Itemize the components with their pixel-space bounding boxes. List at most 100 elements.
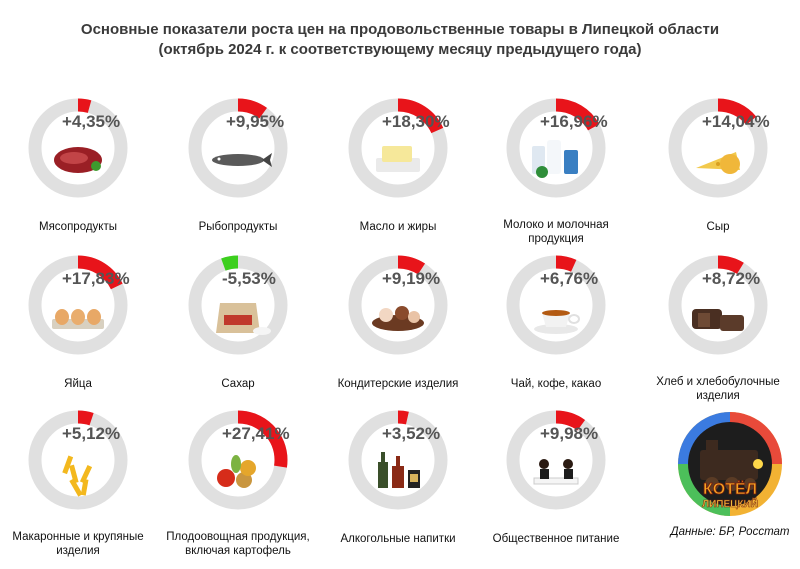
category-label-line: Плодоовощная продукция, [166,531,310,543]
donut-arc [188,410,288,510]
donut-item: +9,19% [318,225,478,385]
donut-item: +9,98% [476,380,636,540]
category-label: Сыр [638,220,798,234]
donut-ring [348,255,448,355]
donut-item: +18,30% [318,68,478,228]
category-label-line: Масло и жиры [359,221,437,233]
pastry-icon [372,306,424,331]
donut-ring [506,255,606,355]
category-label: Мясопродукты [0,220,158,234]
value-label: +18,30% [382,112,450,131]
category-label: Макаронные и крупяные изделия [0,530,158,558]
donut-arc [348,98,448,198]
donut-ring [668,255,768,355]
value-label: +9,95% [226,112,285,131]
value-label: +5,12% [62,424,121,443]
category-label: Рыбопродукты [158,220,318,234]
data-source: Данные: БР, Росстат [670,526,790,538]
category-label: Общественное питание [476,532,636,546]
category-label-line: Яйца [64,378,92,390]
donut-item: +8,72% [638,225,798,385]
donut-ring [28,255,128,355]
donut-ring [28,98,128,198]
category-label: Хлеб и хлебобулочные изделия [638,375,798,403]
category-label-line: Чай, кофе, какао [510,378,602,390]
donut-ring [348,410,448,510]
donut-arc [188,255,288,355]
category-label-line: Рыбопродукты [198,221,278,233]
title-line-1: Основные показатели роста цен на продово… [80,21,720,38]
category-label-line: продукция [528,233,584,245]
donut-item: +4,35% [0,68,158,228]
category-label-line: Сыр [706,221,730,233]
category-label: Масло и жиры [318,220,478,234]
restaurant-icon [533,459,579,485]
donut-ring [506,98,606,198]
kotel-lipetsk-logo: КОТЁЛ ЛИПЕЦКИЙ [678,412,782,516]
category-label-line: Сахар [221,378,255,390]
donut-arc [28,410,128,510]
bread-icon [692,309,744,331]
donut-arc [506,255,606,355]
vegetables-icon [217,455,256,488]
cheese-icon [696,152,740,174]
donut-ring [506,410,606,510]
donut-arc [506,98,606,198]
category-label: Сахар [158,377,318,391]
sugar-sack-icon [216,303,271,335]
category-label-line: Кондитерские изделия [337,378,459,390]
category-label-line: Хлеб и хлебобулочные [656,376,780,388]
donut-ring [348,98,448,198]
category-label: Молоко и молочная продукция [476,218,636,246]
chart-title: Основные показатели роста цен на продово… [0,20,800,60]
category-label-line: включая картофель [185,545,291,557]
donut-item: +9,95% [158,68,318,228]
donut-item: +16,96% [476,68,636,228]
donut-arc [668,98,768,198]
category-label-line: Макаронные и крупяные [12,531,144,543]
value-label: +3,52% [382,424,441,443]
category-label-line: изделия [56,545,100,557]
eggs-icon [52,309,104,329]
donut-ring [188,410,288,510]
donut-item: +17,83% [0,225,158,385]
category-label: Алкогольные напитки [318,532,478,546]
donut-ring [28,410,128,510]
category-label: Кондитерские изделия [318,377,478,391]
donut-arc [28,255,128,355]
category-label-line: Молоко и молочная [503,219,609,231]
value-label: +9,98% [540,424,599,443]
value-label: +9,19% [382,269,441,288]
category-label-line: Мясопродукты [38,221,117,233]
donut-item: +6,76% [476,225,636,385]
milk-products-icon [532,140,578,178]
value-label: +8,72% [702,269,761,288]
donut-ring [188,255,288,355]
value-label: +16,96% [540,112,608,131]
donut-arc [668,255,768,355]
value-label: +6,76% [540,269,599,288]
value-label: +14,04% [702,112,770,131]
donut-ring [188,98,288,198]
donut-arc [348,410,448,510]
value-label: +17,83% [62,269,130,288]
category-label: Чай, кофе, какао [476,377,636,391]
donut-item: -5,53% [158,225,318,385]
donut-arc [188,98,288,198]
donut-arc [28,98,128,198]
donut-item: +5,12% [0,380,158,540]
logo-text-line2: ЛИПЕЦКИЙ [702,497,758,510]
tea-cup-icon [534,310,580,334]
title-line-2: (октябрь 2024 г. к соответствующему меся… [158,41,642,58]
category-label-line: Общественное питание [492,533,620,545]
beef-meat-icon [54,147,102,173]
butter-icon [376,146,420,172]
category-label: Плодоовощная продукция, включая картофель [158,530,318,558]
pasta-icon [62,455,93,497]
donut-arc [506,410,606,510]
donut-item: +27,41% [158,380,318,540]
category-label-line: изделия [696,390,740,402]
value-label: -5,53% [222,269,276,288]
donut-arc [348,255,448,355]
